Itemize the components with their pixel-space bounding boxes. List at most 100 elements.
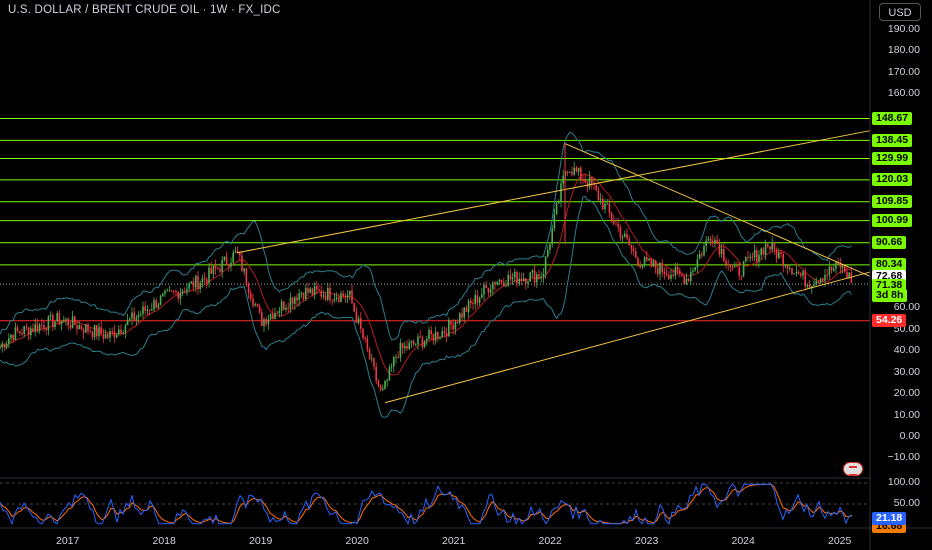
candle-body [652, 261, 655, 267]
candle-body [538, 274, 540, 278]
candle-body [751, 256, 754, 258]
candle-body [423, 341, 426, 348]
candle-body [27, 327, 30, 336]
candle-body [725, 260, 727, 265]
currency-button[interactable]: USD [879, 3, 921, 21]
candle-body [525, 278, 527, 284]
candle-body [91, 332, 94, 338]
candle-body [276, 313, 278, 315]
price-level-badge: 120.03 [872, 173, 913, 187]
candle-body [98, 327, 100, 337]
economic-event-icon[interactable] [843, 462, 863, 476]
candle-body [371, 358, 373, 360]
candle-body [379, 386, 382, 391]
candle-body [687, 278, 690, 282]
price-tick-label: 10.00 [893, 408, 920, 421]
candle-body [111, 331, 113, 333]
candle-body [646, 257, 648, 261]
time-tick-label: 2022 [538, 535, 562, 547]
candle-body [243, 268, 245, 272]
candle-body [551, 228, 553, 245]
price-level-badge: 90.66 [872, 236, 907, 250]
candle-body [824, 274, 826, 281]
candle-body [575, 167, 578, 172]
candle-body [522, 278, 525, 282]
candle-body [558, 201, 560, 204]
candle-body [716, 239, 718, 245]
candle-body [30, 328, 32, 336]
candle-body [342, 293, 344, 296]
candle-body [712, 240, 714, 244]
candle-body [140, 314, 142, 316]
candle-body [544, 256, 547, 274]
candle-body [408, 342, 410, 349]
price-tick-label: 180.00 [887, 44, 920, 57]
price-tick-label: 160.00 [887, 87, 920, 100]
candle-body [357, 318, 360, 324]
oscillator-d-line [0, 483, 853, 525]
candle-body [377, 380, 380, 387]
candle-body [602, 198, 604, 210]
candle-body [461, 313, 463, 318]
candle-body [542, 273, 545, 277]
candle-body [641, 264, 644, 268]
candle-body [236, 250, 239, 253]
candle-body [52, 315, 54, 328]
candle-body [388, 367, 391, 381]
price-level-lines [0, 118, 870, 322]
price-level-badge: 138.45 [872, 133, 913, 147]
candle-body [445, 333, 448, 337]
candle-body [80, 325, 83, 330]
candle-body [109, 331, 111, 338]
time-tick-label: 2018 [152, 535, 176, 547]
candle-body [291, 297, 294, 304]
candle-body [797, 271, 800, 274]
candle-body [432, 334, 435, 341]
candle-body [536, 274, 538, 283]
time-tick-label: 2025 [828, 535, 852, 547]
candle-body [553, 214, 556, 229]
candle-body [481, 294, 483, 298]
candle-body [71, 316, 74, 328]
candle-body [305, 287, 307, 299]
candle-body [582, 179, 584, 181]
candle-body [195, 275, 197, 288]
candle-body [685, 278, 688, 285]
candle-body [126, 319, 129, 326]
candle-body [56, 313, 58, 322]
candle-body [267, 319, 270, 325]
candle-body [63, 319, 65, 321]
candle-body [338, 297, 340, 302]
candle-body [239, 252, 241, 256]
candle-body [527, 281, 529, 284]
candle-body [599, 198, 602, 200]
time-tick-label: 2017 [56, 535, 80, 547]
candle-body [406, 345, 408, 349]
bollinger-bands [0, 131, 852, 418]
bollinger-upper [0, 131, 852, 341]
candle-body [762, 248, 765, 255]
candle-body [353, 303, 355, 312]
bollinger-lower [0, 195, 852, 418]
candle-body [619, 227, 622, 238]
candle-body [214, 265, 217, 269]
candle-body [16, 327, 19, 332]
candlestick-series [0, 161, 853, 392]
candle-body [153, 300, 155, 310]
candle-body [456, 321, 459, 323]
candle-body [206, 279, 208, 283]
candle-body [443, 331, 446, 334]
candle-body [668, 275, 670, 279]
price-level-badge: 129.99 [872, 152, 913, 166]
candle-body [263, 319, 265, 327]
candle-body [736, 266, 738, 268]
candle-body [69, 325, 72, 328]
candle-body [410, 341, 413, 343]
candle-body [648, 258, 650, 261]
candle-body [811, 285, 813, 289]
candle-body [760, 248, 762, 256]
candle-body [412, 341, 415, 345]
candle-body [96, 325, 98, 337]
candle-body [709, 239, 712, 241]
